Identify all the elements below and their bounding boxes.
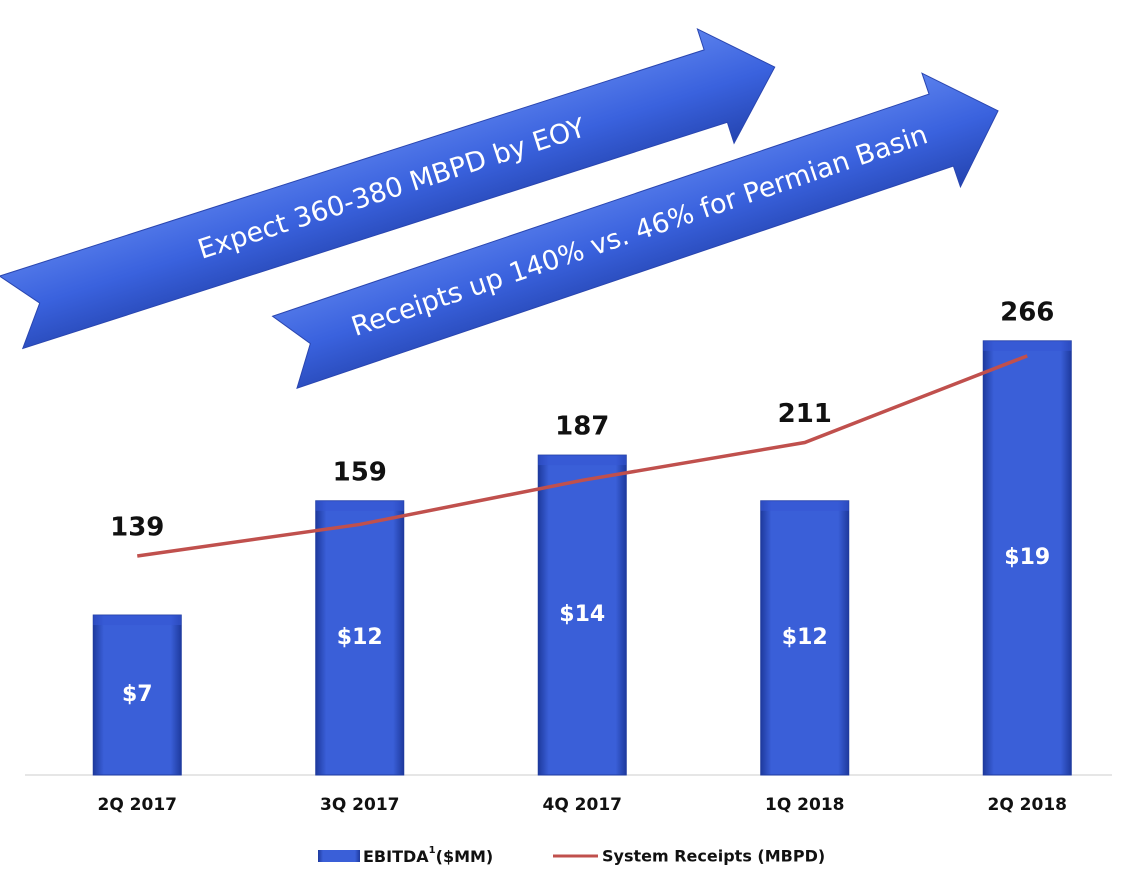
bar-cap <box>538 455 627 466</box>
legend-name: EBITDA <box>363 847 429 866</box>
x-tick-label: 4Q 2017 <box>542 795 622 815</box>
line-label: 266 <box>1000 297 1054 327</box>
x-tick-label: 2Q 2018 <box>987 795 1067 815</box>
bar-cap <box>760 500 849 511</box>
bar <box>315 500 405 776</box>
x-tick-label: 1Q 2018 <box>765 795 845 815</box>
bar <box>982 340 1072 776</box>
value-label: $7 <box>122 682 153 707</box>
line-label: 139 <box>110 512 164 542</box>
line-label: 211 <box>778 399 832 429</box>
legend-unit: ($MM) <box>436 847 494 866</box>
value-label: $12 <box>782 625 828 650</box>
value-label: $19 <box>1004 545 1050 570</box>
legend-label: EBITDA1($MM) <box>363 845 493 866</box>
value-label: $12 <box>337 625 383 650</box>
bar-cap <box>315 500 404 511</box>
legend: EBITDA1($MM) System Receipts (MBPD) <box>318 845 825 866</box>
bar-cap <box>983 340 1072 351</box>
x-tick-label: 3Q 2017 <box>320 795 400 815</box>
legend-swatch <box>318 850 360 862</box>
bar-cap <box>93 615 182 626</box>
value-label: $14 <box>559 602 605 627</box>
x-tick-label: 2Q 2017 <box>97 795 177 815</box>
line-label: 159 <box>333 457 387 487</box>
line <box>137 354 1028 558</box>
line-label: 187 <box>555 412 609 442</box>
legend-label: System Receipts (MBPD) <box>602 847 825 866</box>
legend-superscript: 1 <box>429 845 436 856</box>
bar <box>92 614 182 776</box>
